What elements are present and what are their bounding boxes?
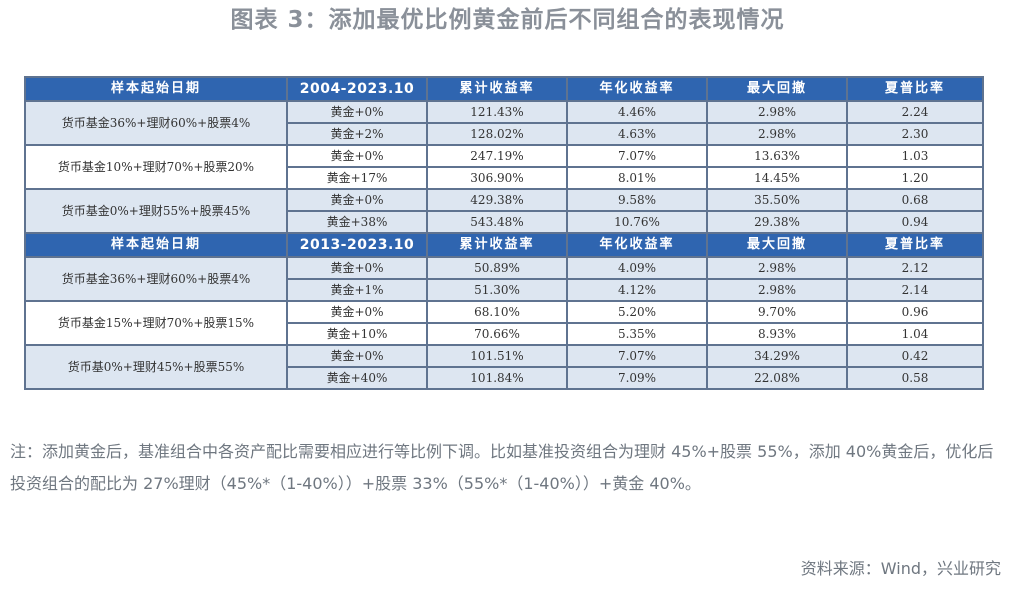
metric-header: 累计收益率 <box>426 232 568 258</box>
sharpe-cell: 2.12 <box>846 256 984 280</box>
cum-cell: 543.48% <box>426 210 568 234</box>
page-title: 图表 3：添加最优比例黄金前后不同组合的表现情况 <box>230 7 785 33</box>
sharpe-cell: 1.04 <box>846 322 984 346</box>
cum-cell: 50.89% <box>426 256 568 280</box>
gold-allocation-cell: 黄金+38% <box>286 210 428 234</box>
table-row: 货币基金10%+理财70%+股票20% 黄金+0% 247.19% 7.07% 13.6… <box>24 144 984 190</box>
gold-allocation-cell: 黄金+2% <box>286 122 428 146</box>
metric-header: 年化收益率 <box>566 76 708 102</box>
mdd-cell: 14.45% <box>706 166 848 190</box>
table-row: 货币基0%+理财45%+股票55% 黄金+0% 101.51% 7.07% 34.29%… <box>24 344 984 390</box>
portfolio-label: 货币基金0%+理财55%+股票45% <box>24 188 288 234</box>
gold-allocation-cell: 黄金+17% <box>286 166 428 190</box>
ann-cell: 4.12% <box>566 278 708 302</box>
start-date-header: 样本起始日期 <box>24 76 288 102</box>
performance-table: 样本起始日期 2004-2023.10 累计收益率 年化收益率 最大回撤 夏普比率 货币基金… <box>24 76 984 390</box>
sharpe-cell: 1.03 <box>846 144 984 168</box>
section-header-row: 样本起始日期 2013-2023.10 累计收益率 年化收益率 最大回撤 夏普比率 <box>24 232 984 258</box>
footnote: 注：添加黄金后，基准组合中各资产配比需要相应进行等比例下调。比如基准投资组合为理… <box>10 442 994 493</box>
table-row: 黄金+40% 101.84% 7.09% 22.08% 0.58 <box>25 366 984 390</box>
ann-cell: 5.35% <box>566 322 708 346</box>
mdd-cell: 2.98% <box>706 256 848 280</box>
cum-cell: 101.84% <box>426 366 568 390</box>
portfolio-label: 货币基金10%+理财70%+股票20% <box>24 144 288 190</box>
cum-cell: 128.02% <box>426 122 568 146</box>
mdd-cell: 2.98% <box>706 100 848 124</box>
table-row: 货币基金36%+理财60%+股票4% 黄金+0% 121.43% 4.46% 2.98%… <box>24 100 984 146</box>
sharpe-cell: 0.68 <box>846 188 984 212</box>
cum-cell: 68.10% <box>426 300 568 324</box>
ann-cell: 4.46% <box>566 100 708 124</box>
cum-cell: 51.30% <box>426 278 568 302</box>
mdd-cell: 29.38% <box>706 210 848 234</box>
table-row: 黄金+2% 128.02% 4.63% 2.98% 2.30 <box>25 122 984 146</box>
ann-cell: 4.09% <box>566 256 708 280</box>
table-row: 黄金+10% 70.66% 5.35% 8.93% 1.04 <box>25 322 984 346</box>
cum-cell: 247.19% <box>426 144 568 168</box>
cum-cell: 429.38% <box>426 188 568 212</box>
sharpe-cell: 1.20 <box>846 166 984 190</box>
start-date-header: 样本起始日期 <box>24 232 288 258</box>
gold-allocation-cell: 黄金+1% <box>286 278 428 302</box>
gold-allocation-cell: 黄金+10% <box>286 322 428 346</box>
source-line: 资料来源：Wind，兴业研究 <box>800 559 1001 578</box>
gold-allocation-cell: 黄金+0% <box>286 188 428 212</box>
ann-cell: 7.09% <box>566 366 708 390</box>
mdd-cell: 2.98% <box>706 122 848 146</box>
gold-allocation-cell: 黄金+0% <box>286 144 428 168</box>
sharpe-cell: 2.14 <box>846 278 984 302</box>
metric-header: 年化收益率 <box>566 232 708 258</box>
ann-cell: 8.01% <box>566 166 708 190</box>
sharpe-cell: 2.24 <box>846 100 984 124</box>
mdd-cell: 8.93% <box>706 322 848 346</box>
section-header-row: 样本起始日期 2004-2023.10 累计收益率 年化收益率 最大回撤 夏普比率 <box>24 76 984 102</box>
cum-cell: 101.51% <box>426 344 568 368</box>
mdd-cell: 35.50% <box>706 188 848 212</box>
cum-cell: 121.43% <box>426 100 568 124</box>
gold-allocation-cell: 黄金+0% <box>286 300 428 324</box>
metric-header: 最大回撤 <box>706 232 848 258</box>
table-row: 黄金+1% 51.30% 4.12% 2.98% 2.14 <box>25 278 984 302</box>
mdd-cell: 9.70% <box>706 300 848 324</box>
mdd-cell: 22.08% <box>706 366 848 390</box>
gold-allocation-cell: 黄金+40% <box>286 366 428 390</box>
table-row: 货币基金36%+理财60%+股票4% 黄金+0% 50.89% 4.09% 2.98% 2… <box>24 256 984 302</box>
period-header: 2013-2023.10 <box>286 232 428 258</box>
portfolio-label: 货币基0%+理财45%+股票55% <box>24 344 288 390</box>
sharpe-cell: 0.94 <box>846 210 984 234</box>
gold-allocation-cell: 黄金+0% <box>286 100 428 124</box>
metric-header: 累计收益率 <box>426 76 568 102</box>
portfolio-label: 货币基金15%+理财70%+股票15% <box>24 300 288 346</box>
mdd-cell: 13.63% <box>706 144 848 168</box>
gold-allocation-cell: 黄金+0% <box>286 256 428 280</box>
table-row: 黄金+17% 306.90% 8.01% 14.45% 1.20 <box>25 166 984 190</box>
ann-cell: 9.58% <box>566 188 708 212</box>
gold-allocation-cell: 黄金+0% <box>286 344 428 368</box>
metric-header: 夏普比率 <box>846 76 984 102</box>
sharpe-cell: 0.42 <box>846 344 984 368</box>
sharpe-cell: 2.30 <box>846 122 984 146</box>
table-row: 黄金+38% 543.48% 10.76% 29.38% 0.94 <box>25 210 984 234</box>
table-row: 货币基金15%+理财70%+股票15% 黄金+0% 68.10% 5.20% 9.70%… <box>24 300 984 346</box>
portfolio-label: 货币基金36%+理财60%+股票4% <box>24 256 288 302</box>
cum-cell: 306.90% <box>426 166 568 190</box>
period-header: 2004-2023.10 <box>286 76 428 102</box>
ann-cell: 10.76% <box>566 210 708 234</box>
sharpe-cell: 0.58 <box>846 366 984 390</box>
portfolio-label: 货币基金36%+理财60%+股票4% <box>24 100 288 146</box>
metric-header: 夏普比率 <box>846 232 984 258</box>
mdd-cell: 34.29% <box>706 344 848 368</box>
mdd-cell: 2.98% <box>706 278 848 302</box>
ann-cell: 7.07% <box>566 344 708 368</box>
cum-cell: 70.66% <box>426 322 568 346</box>
ann-cell: 5.20% <box>566 300 708 324</box>
metric-header: 最大回撤 <box>706 76 848 102</box>
table-row: 货币基金0%+理财55%+股票45% 黄金+0% 429.38% 9.58% 35.50… <box>24 188 984 234</box>
ann-cell: 7.07% <box>566 144 708 168</box>
sharpe-cell: 0.96 <box>846 300 984 324</box>
ann-cell: 4.63% <box>566 122 708 146</box>
